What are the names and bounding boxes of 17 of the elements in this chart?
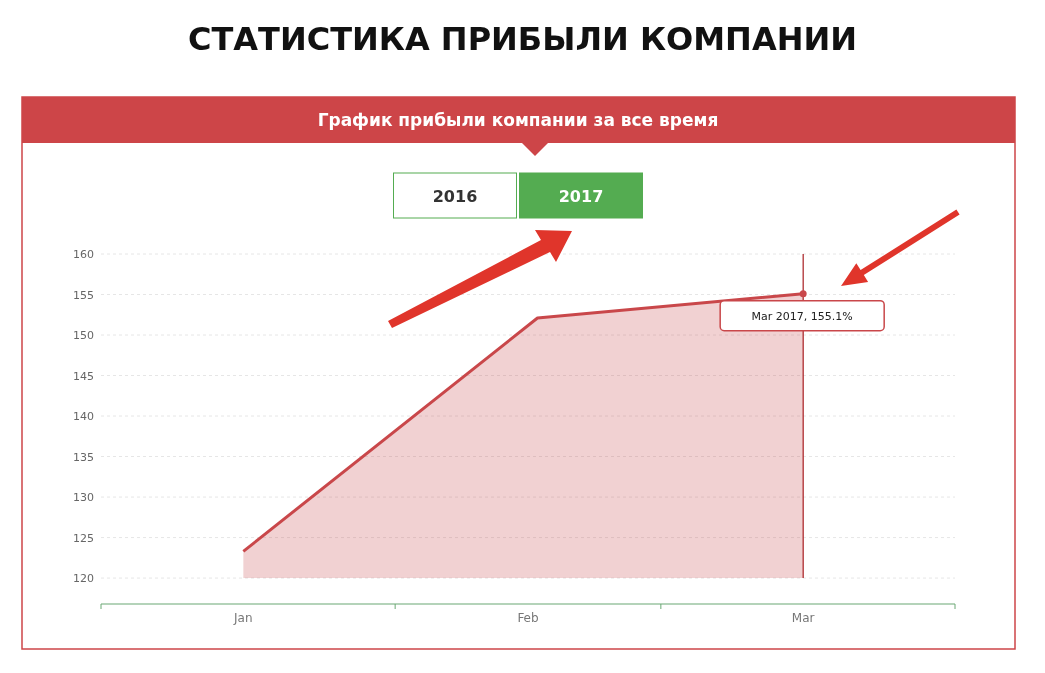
y-tick-label: 135 [73,450,94,464]
text: 2016 [432,187,478,206]
y-tick-label: 130 [73,491,94,505]
x-tick-label: Jan [233,611,253,625]
x-tick-label: Mar [791,611,815,625]
y-tick-label: 150 [73,329,94,343]
y-tick-label: 155 [73,288,94,302]
chart-title: СТАТИСТИКА ПРИБЫЛИ КОМПАНИИ [188,20,857,58]
y-tick-label: 145 [73,369,94,383]
y-tick-label: 125 [73,531,94,545]
y-tick-label: 140 [73,410,94,424]
y-tick-label: 120 [73,572,94,586]
text: 2017 [558,187,604,206]
chart-subtitle: График прибыли компании за все время [317,110,719,130]
y-tick-label: 160 [73,248,94,261]
x-tick-label: Feb [517,611,539,625]
annotation: Mar 2017, 155.1% [751,309,853,323]
